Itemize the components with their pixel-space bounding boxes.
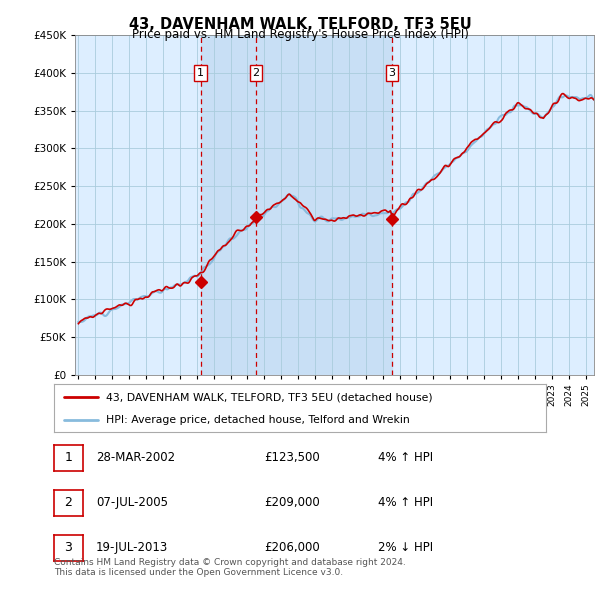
Text: Contains HM Land Registry data © Crown copyright and database right 2024.
This d: Contains HM Land Registry data © Crown c… (54, 558, 406, 577)
Text: 3: 3 (64, 541, 73, 554)
Text: 28-MAR-2002: 28-MAR-2002 (96, 451, 175, 464)
Text: £206,000: £206,000 (264, 541, 320, 554)
Text: 43, DAVENHAM WALK, TELFORD, TF3 5EU: 43, DAVENHAM WALK, TELFORD, TF3 5EU (128, 17, 472, 31)
Text: 1: 1 (197, 68, 204, 78)
Text: HPI: Average price, detached house, Telford and Wrekin: HPI: Average price, detached house, Telf… (106, 415, 409, 425)
Text: 2: 2 (64, 496, 73, 509)
Text: 4% ↑ HPI: 4% ↑ HPI (378, 496, 433, 509)
Text: £209,000: £209,000 (264, 496, 320, 509)
Text: Price paid vs. HM Land Registry's House Price Index (HPI): Price paid vs. HM Land Registry's House … (131, 28, 469, 41)
Text: 1: 1 (64, 451, 73, 464)
Text: 43, DAVENHAM WALK, TELFORD, TF3 5EU (detached house): 43, DAVENHAM WALK, TELFORD, TF3 5EU (det… (106, 392, 432, 402)
Text: 07-JUL-2005: 07-JUL-2005 (96, 496, 168, 509)
Text: £123,500: £123,500 (264, 451, 320, 464)
Text: 4% ↑ HPI: 4% ↑ HPI (378, 451, 433, 464)
Text: 2% ↓ HPI: 2% ↓ HPI (378, 541, 433, 554)
Bar (256, 35, 392, 375)
Text: 2: 2 (253, 68, 260, 78)
Text: 19-JUL-2013: 19-JUL-2013 (96, 541, 168, 554)
Bar (200, 35, 256, 375)
Text: 3: 3 (388, 68, 395, 78)
